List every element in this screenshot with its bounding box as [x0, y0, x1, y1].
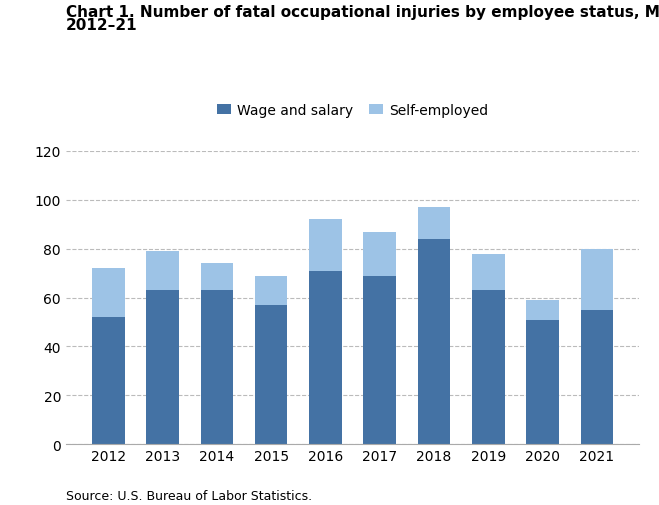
Bar	[418, 239, 450, 444]
Bar	[581, 249, 613, 310]
Bar	[146, 251, 179, 290]
Bar	[527, 320, 559, 444]
Bar	[418, 208, 450, 239]
Text: 2012–21: 2012–21	[66, 18, 138, 33]
Bar	[363, 232, 396, 276]
Bar	[146, 290, 179, 444]
Text: Source: U.S. Bureau of Labor Statistics.: Source: U.S. Bureau of Labor Statistics.	[66, 489, 312, 502]
Bar	[200, 264, 233, 290]
Bar	[92, 269, 125, 318]
Bar	[363, 276, 396, 444]
Bar	[255, 305, 287, 444]
Text: Chart 1. Number of fatal occupational injuries by employee status, Maryland,: Chart 1. Number of fatal occupational in…	[66, 5, 659, 20]
Bar	[472, 254, 505, 290]
Bar	[309, 271, 342, 444]
Legend: Wage and salary, Self-employed: Wage and salary, Self-employed	[212, 98, 494, 123]
Bar	[472, 290, 505, 444]
Bar	[92, 318, 125, 444]
Bar	[527, 300, 559, 320]
Bar	[255, 276, 287, 305]
Bar	[309, 220, 342, 271]
Bar	[200, 290, 233, 444]
Bar	[581, 310, 613, 444]
